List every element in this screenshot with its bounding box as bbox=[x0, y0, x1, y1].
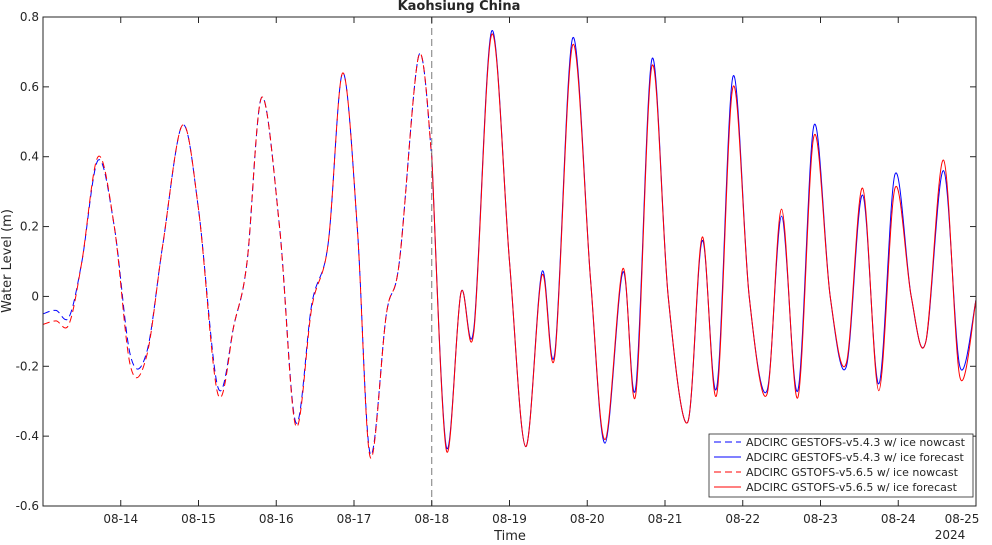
legend-label-gestofs-forecast: ADCIRC GESTOFS-v5.4.3 w/ ice forecast bbox=[746, 451, 965, 464]
x-axis-label: Time bbox=[493, 529, 526, 541]
x-tick-label: 08-22 bbox=[725, 512, 760, 526]
chart-title: Kaohsiung China bbox=[398, 0, 521, 14]
series-lines bbox=[42, 30, 977, 459]
x-tick-label: 08-23 bbox=[803, 512, 838, 526]
x-tick-label: 08-19 bbox=[492, 512, 527, 526]
x-tick-label: 08-24 bbox=[881, 512, 916, 526]
legend: ADCIRC GESTOFS-v5.4.3 w/ ice nowcast ADC… bbox=[708, 433, 974, 498]
legend-label-gestofs-nowcast: ADCIRC GESTOFS-v5.4.3 w/ ice nowcast bbox=[746, 436, 966, 449]
y-tick-label: -0.2 bbox=[16, 359, 39, 373]
x-tick-label: 08-15 bbox=[181, 512, 216, 526]
y-tick-label: 0.8 bbox=[20, 10, 39, 24]
legend-box bbox=[708, 433, 974, 498]
y-tick-label: -0.4 bbox=[16, 429, 39, 443]
y-tick-label: 0.4 bbox=[20, 150, 39, 164]
series-line-3 bbox=[431, 33, 977, 453]
legend-label-gstofs-forecast: ADCIRC GSTOFS-v5.6.5 w/ ice forecast bbox=[746, 481, 958, 494]
y-tick-label: 0.6 bbox=[20, 80, 39, 94]
y-tick-label: 0.2 bbox=[20, 220, 39, 234]
y-tick-label: 0 bbox=[31, 289, 39, 303]
x-tick-label: 08-16 bbox=[259, 512, 294, 526]
x-tick-label: 08-20 bbox=[570, 512, 605, 526]
x-tick-label: 08-14 bbox=[103, 512, 138, 526]
legend-label-gstofs-nowcast: ADCIRC GSTOFS-v5.6.5 w/ ice nowcast bbox=[746, 466, 959, 479]
x-tick-label: 08-25 bbox=[945, 512, 980, 526]
axis-ticks: -0.6 -0.4 -0.2 0 0.2 0.4 0.6 0.8 08-14 08-15 08-16… bbox=[16, 10, 980, 526]
year-label: 2024 bbox=[935, 528, 966, 541]
x-tick-label: 08-18 bbox=[414, 512, 449, 526]
series-line-2 bbox=[42, 52, 433, 459]
y-tick-label: -0.6 bbox=[16, 499, 39, 513]
y-axis-label: Water Level (m) bbox=[0, 209, 15, 313]
x-tick-label: 08-21 bbox=[648, 512, 683, 526]
x-tick-label: 08-17 bbox=[337, 512, 372, 526]
